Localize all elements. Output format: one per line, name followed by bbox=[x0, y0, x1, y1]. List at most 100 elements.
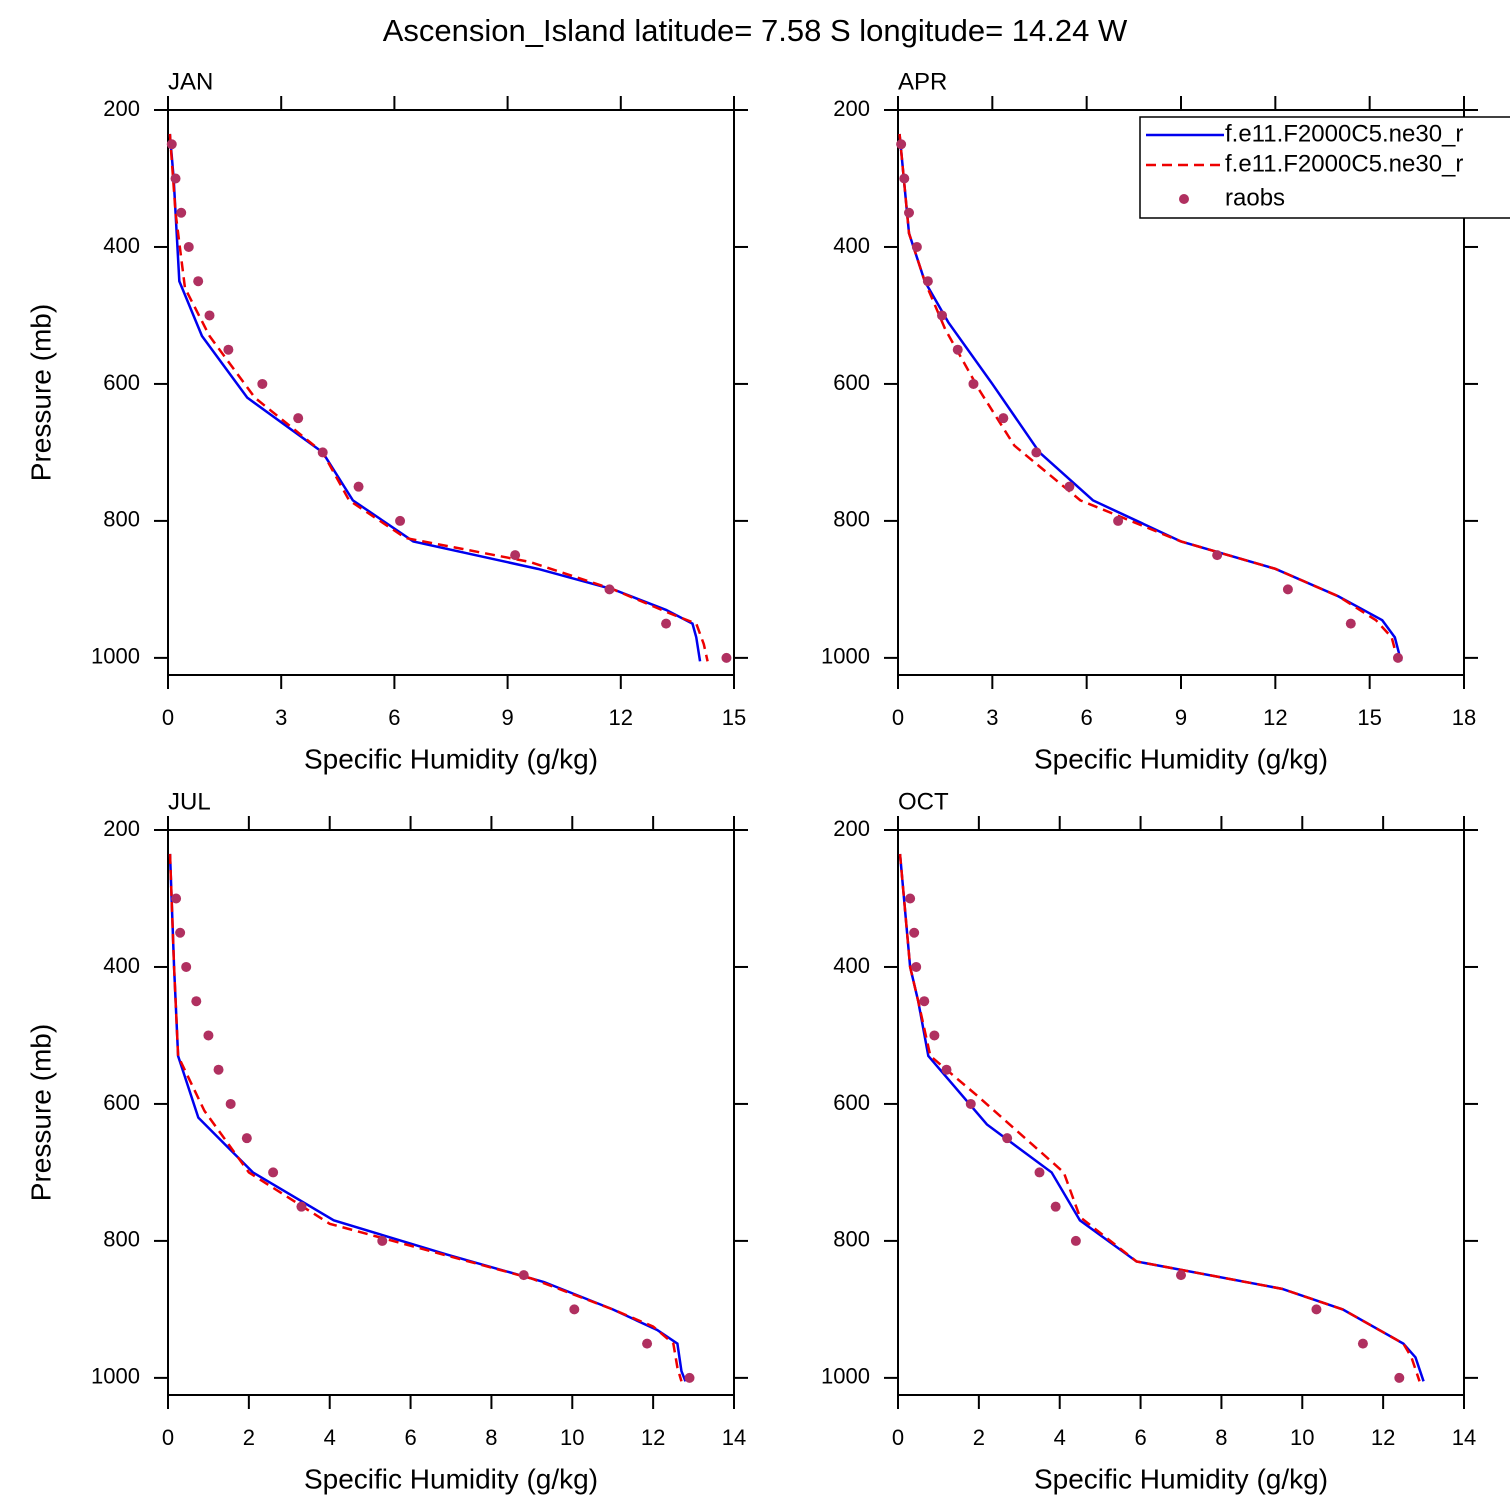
obs-point bbox=[661, 618, 672, 629]
obs-point bbox=[296, 1201, 307, 1212]
y-tick-label: 1000 bbox=[821, 1364, 870, 1389]
panel-title: JAN bbox=[168, 68, 213, 95]
x-tick-label: 3 bbox=[275, 705, 287, 730]
x-tick-label: 15 bbox=[722, 705, 746, 730]
y-tick-label: 200 bbox=[103, 96, 140, 121]
x-tick-label: 6 bbox=[404, 1425, 416, 1450]
y-tick-label: 800 bbox=[833, 507, 870, 532]
y-tick-label: 400 bbox=[833, 953, 870, 978]
x-tick-label: 12 bbox=[1371, 1425, 1395, 1450]
x-tick-label: 0 bbox=[892, 1425, 904, 1450]
x-tick-label: 12 bbox=[609, 705, 633, 730]
obs-point bbox=[1064, 481, 1075, 492]
y-tick-label: 1000 bbox=[821, 644, 870, 669]
y-tick-label: 600 bbox=[103, 370, 140, 395]
obs-point bbox=[1282, 584, 1293, 595]
x-tick-label: 9 bbox=[501, 705, 513, 730]
x-tick-label: 18 bbox=[1452, 705, 1476, 730]
panel-title: APR bbox=[898, 68, 947, 95]
obs-point bbox=[203, 1030, 214, 1041]
obs-point bbox=[193, 276, 204, 287]
obs-point bbox=[191, 996, 202, 1007]
x-tick-label: 12 bbox=[641, 1425, 665, 1450]
obs-point bbox=[241, 1133, 252, 1144]
y-tick-label: 800 bbox=[833, 1227, 870, 1252]
y-tick-label: 200 bbox=[103, 816, 140, 841]
x-axis-label: Specific Humidity (g/kg) bbox=[1034, 1463, 1328, 1494]
obs-point bbox=[922, 276, 933, 287]
x-tick-label: 2 bbox=[973, 1425, 985, 1450]
x-tick-label: 14 bbox=[722, 1425, 746, 1450]
y-tick-label: 400 bbox=[103, 953, 140, 978]
y-tick-label: 400 bbox=[103, 233, 140, 258]
x-tick-label: 15 bbox=[1357, 705, 1381, 730]
x-axis-label: Specific Humidity (g/kg) bbox=[1034, 743, 1328, 774]
panel: JUL 200 400 600 800 1000 0 2 4 6 8 10 12 14 Specific H… bbox=[25, 788, 748, 1494]
panel: APR 200 400 600 800 1000 0 3 6 9 12 15 18 Specific Hu… bbox=[821, 68, 1510, 774]
obs-point bbox=[1002, 1133, 1013, 1144]
obs-point bbox=[1050, 1201, 1061, 1212]
legend-label: raobs bbox=[1225, 184, 1285, 211]
x-tick-label: 12 bbox=[1263, 705, 1287, 730]
x-tick-label: 14 bbox=[1452, 1425, 1476, 1450]
panel-title: OCT bbox=[898, 788, 949, 815]
legend-label: f.e11.F2000C5.ne30_r bbox=[1225, 120, 1463, 147]
y-tick-label: 200 bbox=[833, 816, 870, 841]
obs-point bbox=[919, 996, 930, 1007]
obs-point bbox=[510, 550, 521, 561]
obs-point bbox=[317, 447, 328, 458]
obs-point bbox=[911, 961, 922, 972]
obs-point bbox=[642, 1338, 653, 1349]
x-tick-label: 0 bbox=[892, 705, 904, 730]
obs-point bbox=[181, 961, 192, 972]
obs-point bbox=[293, 413, 304, 424]
y-tick-label: 600 bbox=[833, 370, 870, 395]
obs-point bbox=[1392, 652, 1403, 663]
plot-frame bbox=[167, 829, 735, 1396]
obs-point bbox=[604, 584, 615, 595]
obs-point bbox=[223, 344, 234, 355]
y-tick-label: 200 bbox=[833, 96, 870, 121]
x-tick-label: 6 bbox=[1134, 1425, 1146, 1450]
obs-point bbox=[204, 310, 215, 321]
x-axis-label: Specific Humidity (g/kg) bbox=[304, 743, 598, 774]
legend-label: f.e11.F2000C5.ne30_r bbox=[1225, 150, 1463, 177]
profile-line bbox=[898, 853, 1421, 1382]
obs-point bbox=[904, 207, 915, 218]
y-tick-label: 600 bbox=[833, 1090, 870, 1115]
legend-marker bbox=[1179, 194, 1189, 204]
obs-point bbox=[896, 139, 907, 150]
obs-point bbox=[1212, 550, 1223, 561]
profile-line bbox=[168, 853, 687, 1382]
obs-point bbox=[166, 139, 177, 150]
y-tick-label: 1000 bbox=[91, 1364, 140, 1389]
x-tick-label: 2 bbox=[243, 1425, 255, 1450]
y-tick-label: 800 bbox=[103, 507, 140, 532]
obs-point bbox=[1176, 1270, 1186, 1281]
profile-line bbox=[168, 853, 683, 1382]
profile-line bbox=[168, 133, 702, 662]
obs-point bbox=[183, 241, 194, 252]
y-axis-label: Pressure (mb) bbox=[25, 1024, 56, 1201]
obs-point bbox=[175, 927, 186, 938]
obs-point bbox=[1031, 447, 1042, 458]
y-tick-label: 600 bbox=[103, 1090, 140, 1115]
profile-line bbox=[168, 133, 709, 662]
obs-point bbox=[395, 515, 406, 526]
obs-point bbox=[1034, 1167, 1045, 1178]
x-tick-label: 8 bbox=[485, 1425, 497, 1450]
x-tick-label: 0 bbox=[162, 1425, 174, 1450]
plot-frame bbox=[167, 109, 735, 676]
y-tick-label: 400 bbox=[833, 233, 870, 258]
obs-point bbox=[1311, 1304, 1322, 1315]
x-tick-label: 10 bbox=[560, 1425, 584, 1450]
obs-point bbox=[213, 1064, 224, 1075]
x-tick-label: 6 bbox=[1081, 705, 1093, 730]
panel: OCT 200 400 600 800 1000 0 2 4 6 8 10 12 14 Specific H… bbox=[821, 788, 1478, 1494]
obs-point bbox=[1113, 515, 1124, 526]
obs-point bbox=[911, 241, 922, 252]
obs-point bbox=[899, 173, 910, 184]
obs-point bbox=[941, 1064, 952, 1075]
y-tick-label: 1000 bbox=[91, 644, 140, 669]
